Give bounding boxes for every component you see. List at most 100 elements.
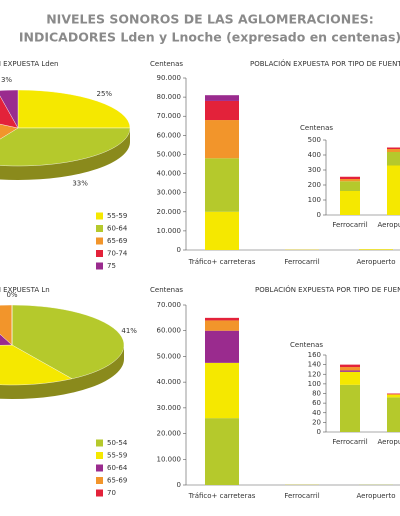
pie-label: 41% xyxy=(121,327,137,335)
page-subtitle: INDICADORES Lden y Lnoche (expresado en … xyxy=(19,30,400,45)
y-tick-label: 140 xyxy=(308,361,321,369)
y-tick-label: 10.000 xyxy=(157,227,182,235)
bar-segment xyxy=(205,100,239,121)
pie-slice xyxy=(17,89,131,129)
bar-segment xyxy=(340,176,360,179)
legend-swatch xyxy=(96,489,103,497)
y-tick-label: 0 xyxy=(317,211,321,219)
y-tick-label: 160 xyxy=(308,351,321,359)
x-tick-label: Aeropuerto xyxy=(377,221,400,229)
legend-label: 50-54 xyxy=(107,439,128,447)
bar-segment xyxy=(205,211,239,250)
bar-segment xyxy=(340,384,360,432)
pie-label: 25% xyxy=(96,90,112,98)
y-tick-label: 80.000 xyxy=(157,93,182,101)
bar-segment xyxy=(205,317,239,321)
pie-title: POBLACIÓN EXPUESTA Lden xyxy=(0,59,58,68)
bar-segment xyxy=(205,95,239,101)
pie-label: 33% xyxy=(72,179,88,187)
bar-segment xyxy=(340,179,360,182)
legend-label: 65-69 xyxy=(107,477,127,485)
bar-segment xyxy=(340,371,360,385)
x-tick-label: Aeropuerto xyxy=(377,438,400,446)
y-tick-label: 10.000 xyxy=(157,455,182,463)
bar-segment xyxy=(205,362,239,419)
bar-segment xyxy=(387,394,400,398)
y-tick-label: 40.000 xyxy=(157,378,182,386)
y-tick-label: 50.000 xyxy=(157,150,182,158)
legend-swatch xyxy=(96,477,103,484)
legend-swatch xyxy=(96,439,103,447)
pie-slice xyxy=(0,89,19,129)
x-tick-label: Ferrocarril xyxy=(332,221,367,229)
y-tick-label: 0 xyxy=(177,246,181,254)
pie-slice xyxy=(0,123,19,140)
y-tick-label: 20.000 xyxy=(157,430,182,438)
y-tick-label: 60 xyxy=(312,399,321,407)
legend-swatch xyxy=(96,262,103,270)
legend-swatch xyxy=(96,212,103,220)
y-tick-label: 0 xyxy=(177,481,181,489)
bar-segment xyxy=(387,149,400,152)
y-tick-label: 60.000 xyxy=(157,327,182,335)
y-tick-label: 0 xyxy=(317,428,321,436)
y-axis-label: Centenas xyxy=(300,124,333,132)
y-tick-label: 30.000 xyxy=(157,404,182,412)
pie-slice xyxy=(11,304,125,379)
bar-segment xyxy=(387,147,400,149)
bar-segment xyxy=(340,367,360,371)
legend-swatch xyxy=(96,452,103,459)
legend-swatch xyxy=(96,464,103,472)
y-tick-label: 100 xyxy=(308,380,321,388)
pie-slice xyxy=(0,127,131,167)
bar-segment xyxy=(359,249,393,250)
pie-slice xyxy=(0,344,73,386)
x-tick-label: Tráfico+ carreteras xyxy=(188,492,256,500)
legend-label: 65-69 xyxy=(107,237,127,245)
x-tick-label: Aeropuerto xyxy=(356,492,395,500)
y-tick-label: 90.000 xyxy=(157,74,182,82)
y-tick-label: 100 xyxy=(308,196,321,204)
chart-title: POBLACIÓN EXPUESTA POR TIPO DE FUENTE xyxy=(250,59,400,68)
bar-segment xyxy=(387,165,400,215)
bar-segment xyxy=(387,397,400,432)
legend-label: 60-64 xyxy=(107,225,128,233)
bar-segment xyxy=(340,181,360,191)
bar-segment xyxy=(205,320,239,331)
bar-segment xyxy=(340,370,360,372)
x-tick-label: Ferrocarril xyxy=(332,438,367,446)
pie-label: 0% xyxy=(6,291,17,299)
x-tick-label: Ferrocarril xyxy=(284,492,319,500)
bar-segment xyxy=(387,393,400,395)
legend-label: 70-74 xyxy=(107,250,128,258)
pie-title: POBLACIÓN EXPUESTA Ln xyxy=(0,285,50,294)
bar-segment xyxy=(205,120,239,159)
legend-label: 75 xyxy=(107,262,116,270)
pie-label: 3% xyxy=(1,76,12,84)
bar-segment xyxy=(340,364,360,368)
legend-label: 55-59 xyxy=(107,452,127,460)
y-tick-label: 30.000 xyxy=(157,189,182,197)
y-tick-label: 40 xyxy=(312,409,321,417)
y-axis-label: Centenas xyxy=(290,341,323,349)
legend-swatch xyxy=(96,250,103,257)
x-tick-label: Ferrocarril xyxy=(284,258,319,266)
y-tick-label: 50.000 xyxy=(157,352,182,360)
y-tick-label: 20.000 xyxy=(157,208,182,216)
bar-segment xyxy=(205,418,239,485)
y-tick-label: 300 xyxy=(308,166,321,174)
legend-swatch xyxy=(96,225,103,232)
y-tick-label: 400 xyxy=(308,151,321,159)
bar-segment xyxy=(340,191,360,215)
legend-swatch xyxy=(96,237,103,245)
y-tick-label: 70.000 xyxy=(157,112,182,120)
y-tick-label: 500 xyxy=(308,136,321,144)
page-title: NIVELES SONOROS DE LAS AGLOMERACIONES: xyxy=(46,12,374,27)
legend-label: 60-64 xyxy=(107,464,128,472)
y-axis-label: Centenas xyxy=(150,286,183,294)
legend-label: 55-59 xyxy=(107,212,127,220)
x-tick-label: Aeropuerto xyxy=(356,258,395,266)
y-axis-label: Centenas xyxy=(150,60,183,68)
bar-segment xyxy=(205,330,239,363)
legend-label: 70 xyxy=(107,489,116,497)
